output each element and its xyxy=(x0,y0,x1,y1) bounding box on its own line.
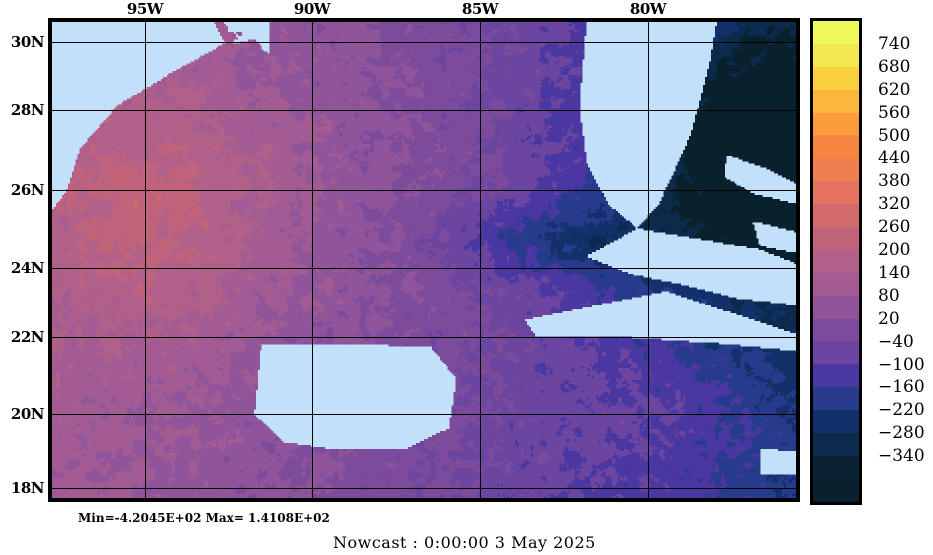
colorbar-band xyxy=(813,249,859,273)
min-max-annotation: Min=-4.2045E+02 Max= 1.4108E+02 xyxy=(78,511,330,525)
colorbar-tick-label: −280 xyxy=(878,423,925,444)
colorbar-tick-label: 380 xyxy=(878,171,911,192)
colorbar-tick-label: 260 xyxy=(878,217,911,238)
colorbar-tick-label: 560 xyxy=(878,102,911,123)
map-plot-area[interactable] xyxy=(48,18,800,502)
colorbar-tick-label: 620 xyxy=(878,79,911,100)
colorbar-tick-label: 740 xyxy=(878,33,911,54)
lat-tick-label: 18N xyxy=(10,479,45,497)
lat-tick-label: 24N xyxy=(10,259,45,277)
colorbar-band xyxy=(813,478,859,502)
colorbar-band xyxy=(813,295,859,319)
colorbar-band xyxy=(813,66,859,90)
colorbar-tick-label: 140 xyxy=(878,262,911,283)
lon-tick-label: 95W xyxy=(126,0,164,18)
colorbar-band xyxy=(813,410,859,434)
colorbar-band xyxy=(813,364,859,388)
colorbar-band xyxy=(813,204,859,228)
lat-tick-label: 26N xyxy=(10,181,45,199)
lat-tick-label: 28N xyxy=(10,101,45,119)
colorbar-tick-label: −340 xyxy=(878,446,925,467)
colorbar-group: 740 680 620 560 500 440 380 320 260 200 140 80 20 −40… xyxy=(810,18,925,505)
colorbar-tick-label: 500 xyxy=(878,125,911,146)
colorbar-band xyxy=(813,387,859,411)
colorbar[interactable] xyxy=(810,18,862,505)
colorbar-band xyxy=(813,318,859,342)
colorbar-band xyxy=(813,181,859,205)
colorbar-tick-label: 80 xyxy=(878,285,900,306)
lat-tick-label: 22N xyxy=(10,328,45,346)
colorbar-tick-label: 680 xyxy=(878,56,911,77)
contour-field xyxy=(52,22,796,498)
colorbar-tick-label: 200 xyxy=(878,240,911,261)
colorbar-tick-label: 20 xyxy=(878,308,900,329)
lat-tick-label: 30N xyxy=(10,33,45,51)
colorbar-tick-label: −160 xyxy=(878,377,925,398)
colorbar-tick-label: 440 xyxy=(878,148,911,169)
colorbar-band xyxy=(813,158,859,182)
colorbar-tick-label: −100 xyxy=(878,354,925,375)
colorbar-band xyxy=(813,89,859,113)
nowcast-timestamp: Nowcast : 0:00:00 3 May 2025 xyxy=(333,533,596,552)
lon-tick-label: 85W xyxy=(461,0,499,18)
colorbar-band xyxy=(813,272,859,296)
lat-tick-label: 20N xyxy=(10,405,45,423)
colorbar-band xyxy=(813,227,859,250)
lon-tick-label: 80W xyxy=(629,0,667,18)
colorbar-band xyxy=(813,341,859,365)
colorbar-tick-label: −220 xyxy=(878,400,925,421)
colorbar-band xyxy=(813,433,859,456)
colorbar-band xyxy=(813,455,859,479)
colorbar-band xyxy=(813,135,859,159)
colorbar-tick-label: 320 xyxy=(878,194,911,215)
colorbar-tick-label: −40 xyxy=(878,331,914,352)
colorbar-band xyxy=(813,21,859,44)
colorbar-band xyxy=(813,112,859,136)
lon-tick-label: 90W xyxy=(293,0,331,18)
colorbar-band xyxy=(813,43,859,67)
